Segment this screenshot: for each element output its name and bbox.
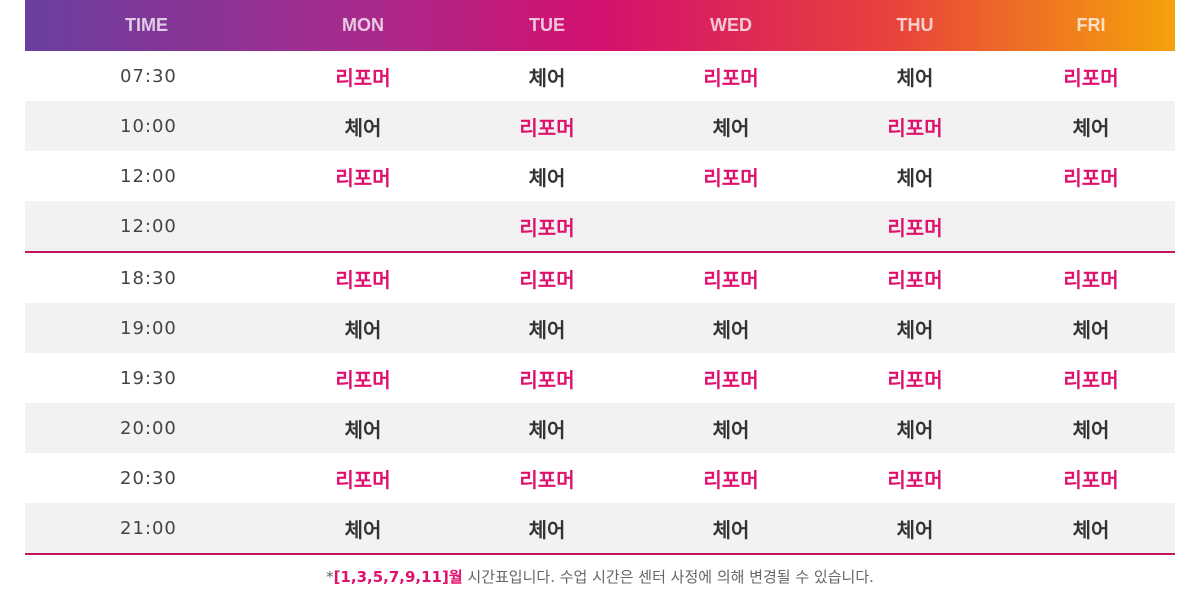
class-cell: 리포머 xyxy=(335,467,391,492)
time-cell: 20:30 xyxy=(120,467,177,489)
class-cell: 리포머 xyxy=(887,215,943,240)
header-time: TIME xyxy=(125,15,168,35)
class-cell: 리포머 xyxy=(335,165,391,190)
class-cell: 체어 xyxy=(1072,317,1110,342)
table-row: 12:00 리포머 리포머 xyxy=(25,201,1175,251)
time-cell: 07:30 xyxy=(120,65,177,87)
time-cell: 18:30 xyxy=(120,267,177,289)
class-cell: 체어 xyxy=(896,417,934,442)
class-cell: 체어 xyxy=(1072,115,1110,140)
schedule-note: *[1,3,5,7,9,11]월 시간표입니다. 수업 시간은 센터 사정에 의… xyxy=(0,566,1200,587)
class-cell: 리포머 xyxy=(887,467,943,492)
time-cell: 20:00 xyxy=(120,417,177,439)
class-cell: 리포머 xyxy=(887,267,943,292)
class-cell: 체어 xyxy=(528,417,566,442)
class-cell: 리포머 xyxy=(703,65,759,90)
class-cell: 리포머 xyxy=(519,467,575,492)
table-row: 19:30 리포머 리포머 리포머 리포머 리포머 xyxy=(25,353,1175,403)
class-cell: 체어 xyxy=(896,165,934,190)
time-cell: 12:00 xyxy=(120,215,177,237)
class-cell: 리포머 xyxy=(1063,165,1119,190)
class-cell: 리포머 xyxy=(703,267,759,292)
class-cell: 리포머 xyxy=(335,367,391,392)
timetable: TIME MON TUE WED THU FRI 07:30 리포머 체어 리포… xyxy=(25,0,1175,555)
class-cell: 리포머 xyxy=(519,115,575,140)
note-text: 시간표입니다. 수업 시간은 센터 사정에 의해 변경될 수 있습니다. xyxy=(462,568,874,586)
class-cell: 체어 xyxy=(1072,417,1110,442)
header-tue: TUE xyxy=(529,15,565,35)
class-cell: 체어 xyxy=(528,317,566,342)
time-cell: 21:00 xyxy=(120,517,177,539)
header-fri: FRI xyxy=(1076,15,1106,35)
class-cell: 체어 xyxy=(528,165,566,190)
class-cell: 체어 xyxy=(528,517,566,542)
header-mon: MON xyxy=(342,15,384,35)
header-wed: WED xyxy=(710,15,752,35)
class-cell: 체어 xyxy=(344,517,382,542)
class-cell: 체어 xyxy=(712,115,750,140)
class-cell: 리포머 xyxy=(887,367,943,392)
class-cell: 체어 xyxy=(712,417,750,442)
time-cell: 19:30 xyxy=(120,367,177,389)
class-cell: 체어 xyxy=(896,317,934,342)
class-cell: 체어 xyxy=(344,317,382,342)
table-row: 07:30 리포머 체어 리포머 체어 리포머 xyxy=(25,51,1175,101)
class-cell: 리포머 xyxy=(1063,467,1119,492)
class-cell: 리포머 xyxy=(335,65,391,90)
class-cell: 리포머 xyxy=(1063,267,1119,292)
table-row: 19:00 체어 체어 체어 체어 체어 xyxy=(25,303,1175,353)
class-cell: 리포머 xyxy=(335,267,391,292)
note-months: [1,3,5,7,9,11]월 xyxy=(333,568,463,586)
time-cell: 10:00 xyxy=(120,115,177,137)
class-cell: 리포머 xyxy=(703,367,759,392)
table-row: 20:30 리포머 리포머 리포머 리포머 리포머 xyxy=(25,453,1175,503)
note-prefix: * xyxy=(326,568,334,586)
time-cell: 12:00 xyxy=(120,165,177,187)
table-row: 21:00 체어 체어 체어 체어 체어 xyxy=(25,503,1175,553)
class-cell: 리포머 xyxy=(1063,367,1119,392)
class-cell: 체어 xyxy=(896,517,934,542)
class-cell: 체어 xyxy=(528,65,566,90)
class-cell: 리포머 xyxy=(703,165,759,190)
timetable-header: TIME MON TUE WED THU FRI xyxy=(25,0,1175,51)
class-cell: 리포머 xyxy=(1063,65,1119,90)
class-cell: 리포머 xyxy=(887,115,943,140)
class-cell: 리포머 xyxy=(519,367,575,392)
table-row: 20:00 체어 체어 체어 체어 체어 xyxy=(25,403,1175,453)
table-row: 18:30 리포머 리포머 리포머 리포머 리포머 xyxy=(25,251,1175,303)
class-cell: 체어 xyxy=(896,65,934,90)
class-cell: 체어 xyxy=(712,317,750,342)
class-cell: 리포머 xyxy=(519,267,575,292)
table-row: 12:00 리포머 체어 리포머 체어 리포머 xyxy=(25,151,1175,201)
class-cell: 리포머 xyxy=(519,215,575,240)
table-row: 10:00 체어 리포머 체어 리포머 체어 xyxy=(25,101,1175,151)
class-cell: 체어 xyxy=(1072,517,1110,542)
table-bottom-border xyxy=(25,553,1175,555)
header-thu: THU xyxy=(896,15,934,35)
class-cell: 체어 xyxy=(344,115,382,140)
class-cell: 체어 xyxy=(712,517,750,542)
class-cell: 리포머 xyxy=(703,467,759,492)
time-cell: 19:00 xyxy=(120,317,177,339)
class-cell: 체어 xyxy=(344,417,382,442)
